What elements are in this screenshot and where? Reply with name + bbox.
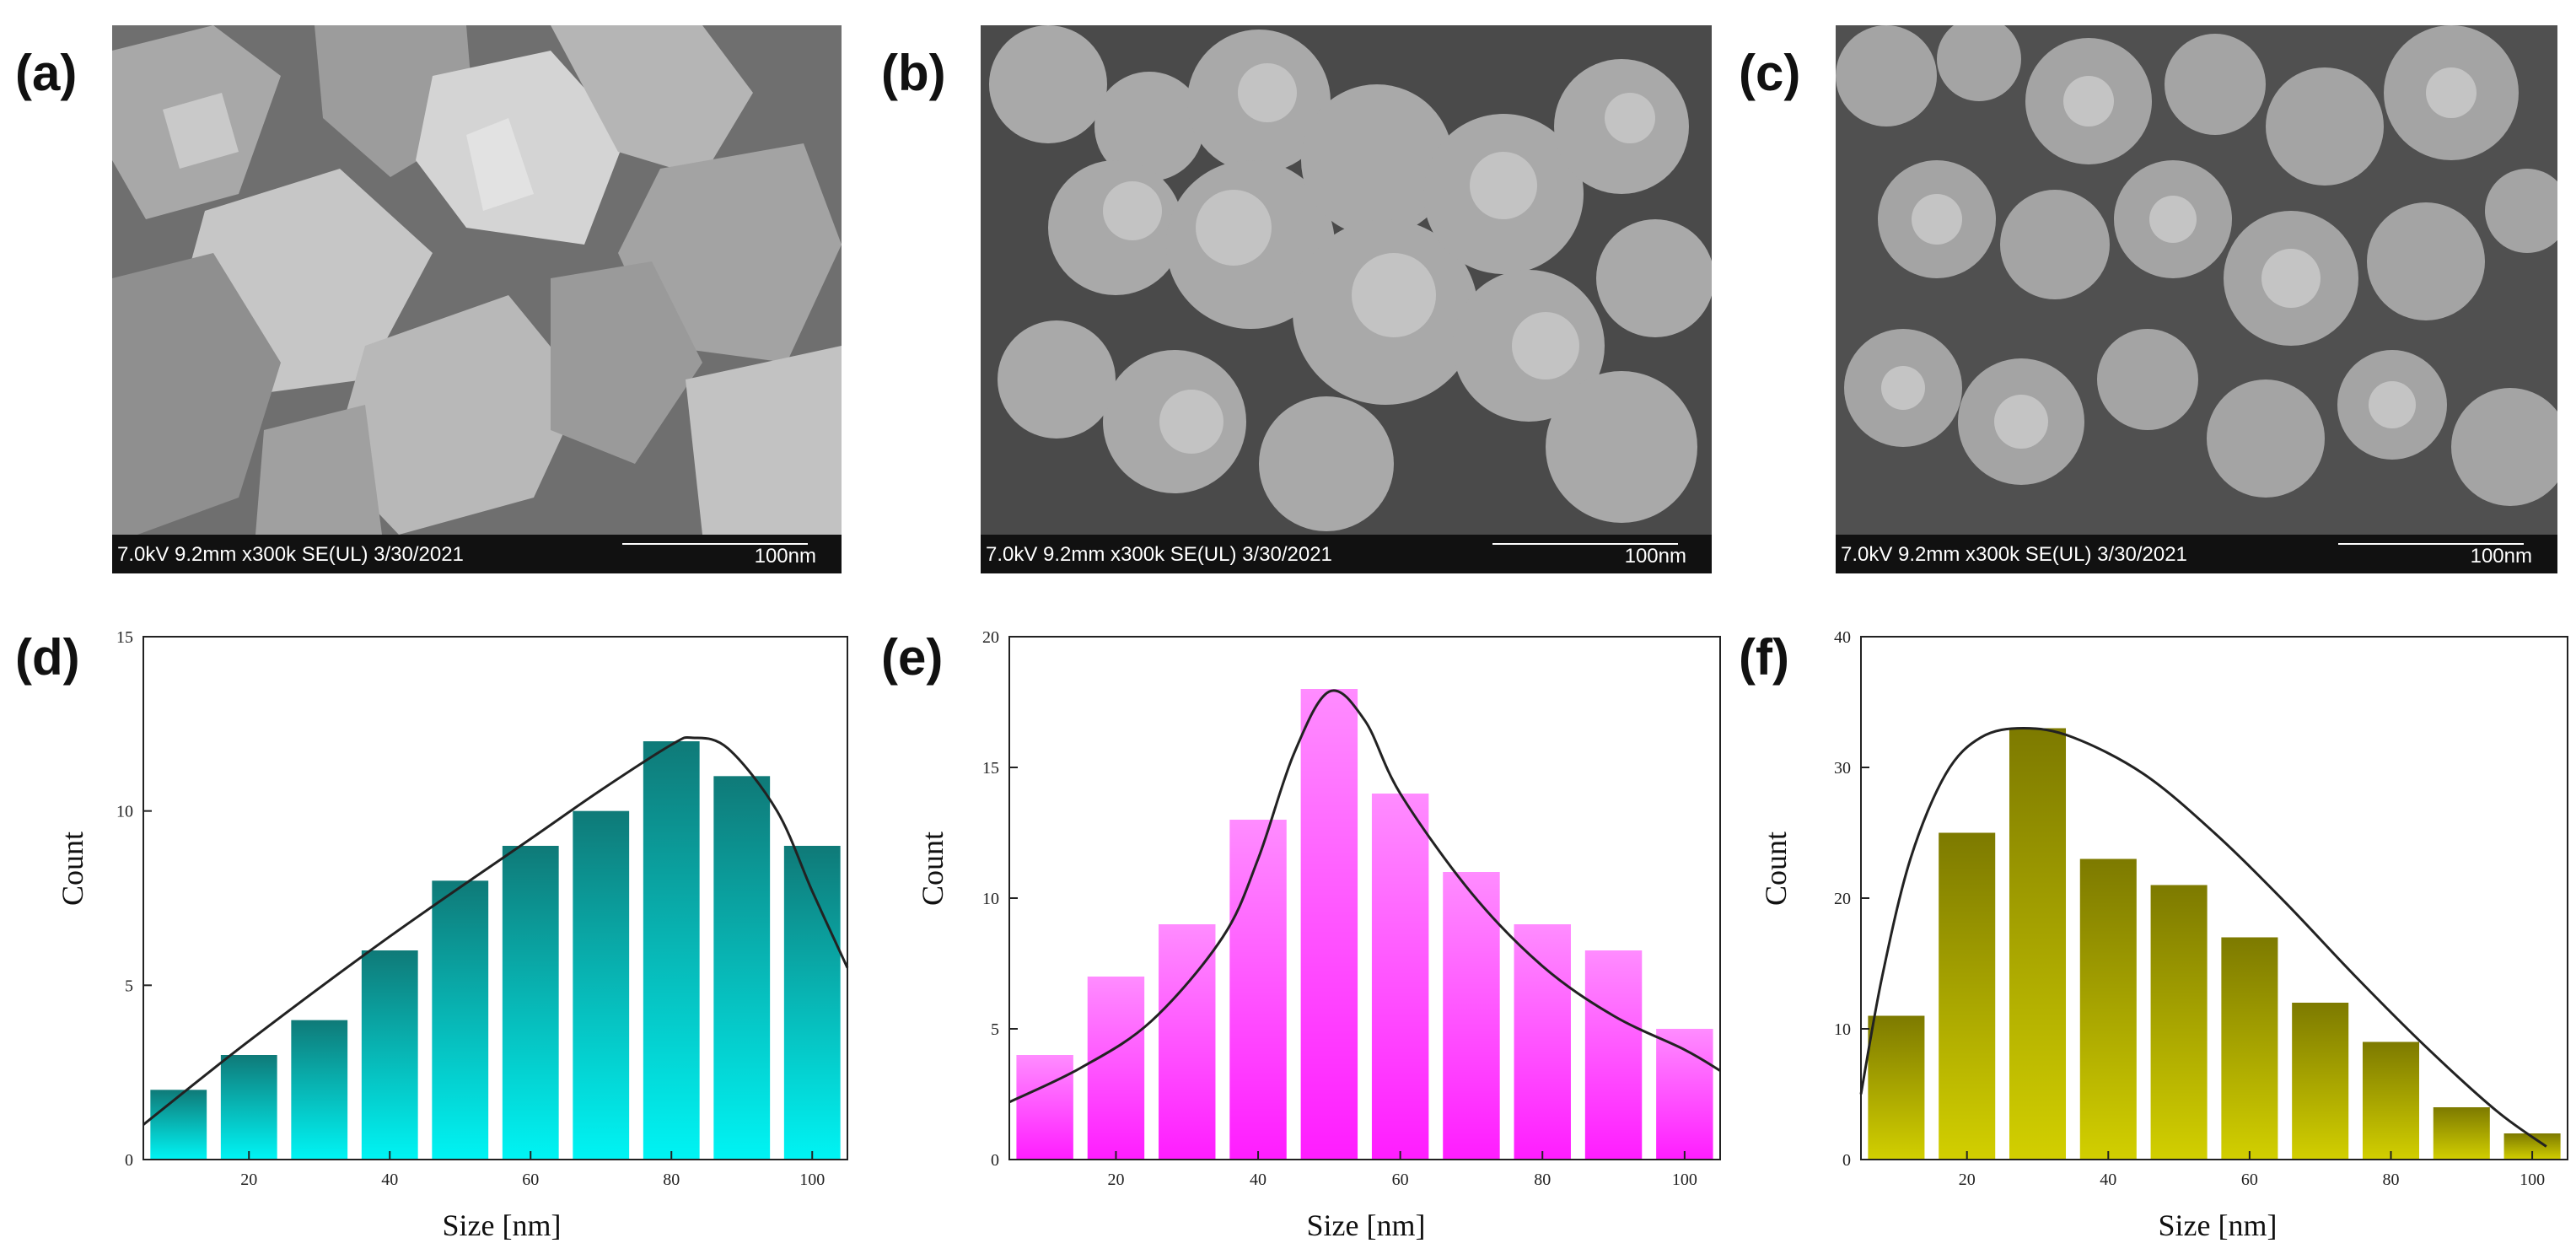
panel-label-b: (b): [881, 45, 946, 101]
histogram-bar: [2292, 1003, 2349, 1160]
scale-bar-label: 100nm: [1624, 545, 1686, 568]
histogram-bar: [502, 846, 559, 1160]
sem-info-bar: 7.0kV 9.2mm x300k SE(UL) 3/30/2021 100nm: [112, 535, 842, 573]
sem-info-text: 7.0kV 9.2mm x300k SE(UL) 3/30/2021: [117, 543, 464, 566]
x-tick-label: 100: [1672, 1171, 1697, 1189]
histogram-f: Size [nm] Count 0 10 20 30 40 20 40 60 80 100: [1729, 624, 2576, 1254]
histogram-bar: [1443, 872, 1500, 1160]
y-axis-title: Count: [1759, 832, 1793, 906]
panel-label-f: (f): [1739, 629, 1789, 686]
panel-label-e: (e): [881, 629, 944, 686]
y-tick-label: 20: [982, 628, 999, 647]
x-tick-label: 20: [240, 1171, 257, 1189]
sem-image-b: 7.0kV 9.2mm x300k SE(UL) 3/30/2021 100nm: [981, 25, 1712, 573]
histogram-bar: [1514, 924, 1571, 1160]
histogram-bar: [1159, 924, 1216, 1160]
histogram-bar: [291, 1020, 348, 1160]
histogram-bar: [220, 1055, 277, 1160]
histogram-bar: [150, 1090, 207, 1160]
y-tick-label: 10: [982, 890, 999, 908]
y-tick-label: 10: [1834, 1020, 1851, 1039]
histogram-bar: [2221, 937, 2278, 1160]
x-tick-label: 20: [1959, 1171, 1976, 1189]
histogram-bar: [2079, 858, 2137, 1160]
x-tick-label: 100: [2520, 1171, 2545, 1189]
panel-label-a: (a): [15, 45, 78, 101]
histogram-bar: [2362, 1041, 2420, 1160]
histogram-bar: [1371, 794, 1429, 1160]
sem-info-bar: 7.0kV 9.2mm x300k SE(UL) 3/30/2021 100nm: [981, 535, 1712, 573]
x-tick-label: 40: [381, 1171, 398, 1189]
x-tick-label: 100: [799, 1171, 825, 1189]
histogram-d-svg: Size [nm] Count 0 5 10 15 20 40 60 80 100: [56, 628, 849, 1242]
y-tick-label: 40: [1834, 628, 1851, 647]
histogram-bar: [1016, 1055, 1073, 1160]
sem-texture-clusters: [1836, 25, 2557, 535]
histogram-bar: [432, 880, 489, 1160]
x-axis-title: Size [nm]: [1307, 1208, 1426, 1242]
y-tick-label: 0: [1842, 1151, 1851, 1170]
sem-texture-flakes: [112, 25, 842, 535]
panel-label-d: (d): [15, 629, 80, 686]
histogram-bar: [1300, 689, 1358, 1160]
x-axis-title: Size [nm]: [443, 1208, 562, 1242]
histogram-bar: [361, 950, 418, 1160]
histogram-bar: [643, 741, 700, 1160]
histogram-bar: [2009, 728, 2067, 1160]
y-tick-label: 0: [125, 1151, 133, 1170]
histogram-bar: [2150, 885, 2208, 1160]
histogram-d: Size [nm] Count 0 5 10 15 20 40 60 80 100: [0, 624, 869, 1254]
histogram-bar: [1868, 1015, 1925, 1160]
y-tick-label: 30: [1834, 759, 1851, 778]
plot-frame: [143, 636, 848, 1160]
y-axis-title: Count: [56, 832, 89, 906]
x-axis-title: Size [nm]: [2159, 1208, 2278, 1242]
sem-info-text: 7.0kV 9.2mm x300k SE(UL) 3/30/2021: [986, 543, 1332, 566]
y-tick-label: 5: [125, 977, 133, 995]
fit-curve: [1008, 689, 1721, 1104]
x-tick-label: 40: [1250, 1171, 1266, 1189]
x-tick-label: 80: [663, 1171, 680, 1189]
histogram-bar: [1939, 832, 1996, 1160]
histogram-bar: [1087, 977, 1145, 1160]
y-tick-label: 15: [116, 628, 133, 647]
scale-ruler: [1492, 536, 1678, 545]
scale-bar-label: 100nm: [754, 545, 816, 568]
y-tick-label: 10: [116, 803, 133, 821]
histogram-bar: [783, 846, 841, 1160]
y-tick-label: 20: [1834, 890, 1851, 908]
x-tick-label: 60: [1392, 1171, 1409, 1189]
fit-curve: [143, 735, 849, 1126]
histogram-bar: [2433, 1107, 2490, 1160]
x-tick-label: 80: [1534, 1171, 1551, 1189]
sem-info-text: 7.0kV 9.2mm x300k SE(UL) 3/30/2021: [1841, 543, 2187, 566]
x-tick-label: 20: [1107, 1171, 1124, 1189]
histogram-bar: [1584, 950, 1643, 1160]
y-axis-title: Count: [916, 832, 949, 906]
sem-texture-agglomerates: [981, 25, 1712, 535]
fit-curve: [1859, 726, 2547, 1148]
histogram-e-svg: Size [nm] Count 0 5 10 15 20 20 40 60 80 100: [916, 628, 1721, 1242]
sem-info-bar: 7.0kV 9.2mm x300k SE(UL) 3/30/2021 100nm: [1836, 535, 2557, 573]
y-tick-label: 15: [982, 759, 999, 778]
histogram-e: Size [nm] Count 0 5 10 15 20 20 40 60 80 100: [869, 624, 1729, 1254]
histogram-bar: [713, 776, 771, 1160]
sem-image-a: 7.0kV 9.2mm x300k SE(UL) 3/30/2021 100nm: [112, 25, 842, 573]
histogram-bar: [1229, 820, 1287, 1160]
sem-image-c: 7.0kV 9.2mm x300k SE(UL) 3/30/2021 100nm: [1836, 25, 2557, 573]
histogram-bar: [573, 810, 630, 1160]
x-tick-label: 60: [522, 1171, 539, 1189]
x-tick-label: 40: [2100, 1171, 2116, 1189]
histogram-f-svg: Size [nm] Count 0 10 20 30 40 20 40 60 80 100: [1759, 628, 2568, 1242]
y-tick-label: 5: [991, 1020, 999, 1039]
scale-ruler: [622, 536, 808, 545]
scale-ruler: [2338, 536, 2524, 545]
y-tick-label: 0: [991, 1151, 999, 1170]
x-tick-label: 80: [2383, 1171, 2400, 1189]
scale-bar-label: 100nm: [2470, 545, 2532, 568]
panel-label-c: (c): [1739, 45, 1801, 101]
x-tick-label: 60: [2241, 1171, 2258, 1189]
